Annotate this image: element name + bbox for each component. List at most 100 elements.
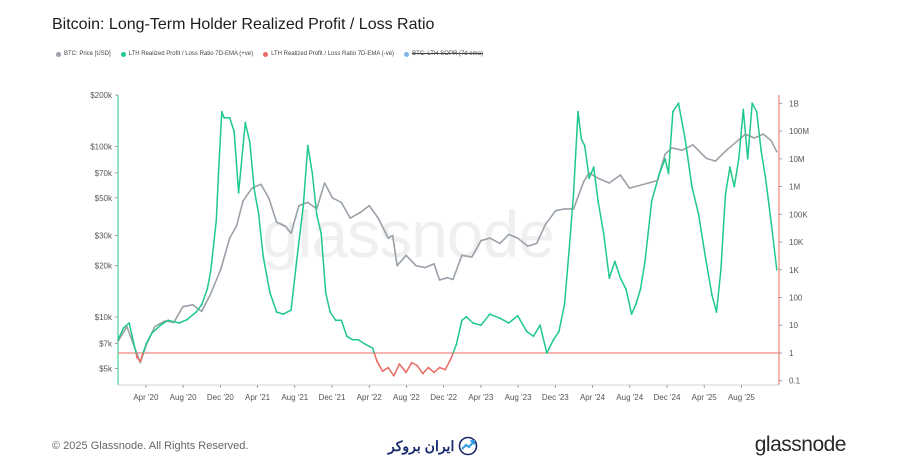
ratio-data-point [602,232,605,235]
price-data-point [692,144,694,146]
ratio-data-point [639,288,642,290]
ratio-data-point [729,166,731,169]
x-tick-label: Aug '25 [728,393,755,402]
price-data-point [359,211,362,214]
price-data-point [508,233,510,236]
legend-item-positive[interactable]: LTH Realized Profit / Loss Ratio 7D-EMA … [120,51,254,57]
x-tick-label: Apr '21 [245,393,271,402]
ratio-data-point [711,294,713,297]
ratio-data-point [583,144,586,147]
ratio-data-point [588,177,591,180]
x-tick-label: Apr '24 [580,393,606,402]
ratio-data-point [311,172,314,175]
ratio-data-point [306,144,309,147]
price-data-point [377,217,380,219]
ratio-data-point [282,313,285,316]
ratio-data-point [619,277,622,279]
ratio-data-point [209,270,212,272]
ratio-data-point [760,149,762,152]
price-data-point [396,264,398,267]
legend-item-sopr[interactable]: BTC: LTH-SOPR (7d ema) [404,51,483,57]
legend-dot-sopr [404,51,410,57]
ratio-data-point [195,311,198,313]
left-tick-label: $200k [90,91,113,100]
left-tick-label: $30k [95,232,113,241]
left-tick-label: $20k [95,262,113,271]
price-data-point [433,263,435,265]
price-data-point [656,179,659,182]
ratio-data-point [664,157,666,160]
ratio-data-point [228,117,231,119]
ratio-data-point [592,166,595,169]
legend-item-price[interactable]: BTC: Price [USD] [56,51,111,57]
ratio-data-point [262,255,265,258]
price-data-point [192,304,194,306]
x-tick-label: Dec '21 [319,393,346,402]
price-data-point [446,276,449,279]
ratio-data-point [320,232,323,235]
ratio-data-point [421,372,424,375]
ratio-data-point [150,332,153,335]
price-data-point [664,153,666,155]
right-tick-label: 1M [789,183,800,192]
price-data-point [480,239,482,242]
right-tick-label: 1K [789,266,799,275]
ratio-data-point [644,260,646,263]
x-tick-label: Apr '23 [468,393,494,402]
ratio-data-point [357,338,359,341]
ratio-data-point [499,317,501,320]
price-data-point [499,242,501,245]
ratio-data-point [257,213,260,216]
ratio-data-point [167,319,170,322]
ratio-data-point [139,360,142,363]
price-data-point [705,157,708,160]
x-tick-label: Dec '20 [207,393,234,402]
price-data-point [438,279,441,281]
ratio-data-point [275,311,278,313]
ratio-data-point [329,311,331,313]
ratio-data-point [572,191,575,194]
left-tick-label: $5k [99,364,113,373]
ratio-data-point [597,200,599,203]
price-data-point [235,225,238,228]
price-data-point [681,149,683,151]
price-data-point [368,204,371,207]
price-data-point [516,237,519,239]
ratio-data-point [410,361,413,364]
right-tick-label: 100 [789,293,803,302]
left-tick-label: $70k [95,169,113,178]
price-data-point [725,149,728,151]
ratio-data-point [658,172,661,175]
ratio-data-point [215,219,218,222]
price-data-point [117,340,119,343]
ratio-data-point [334,319,337,322]
x-tick-label: Aug '20 [170,393,197,402]
price-data-point [471,256,473,258]
ratio-data-point [516,314,519,317]
ratio-positive-segment [452,102,778,354]
price-data-point [182,305,184,308]
price-data-point [563,208,566,210]
price-data-point [554,209,557,212]
price-data-point [714,160,717,162]
ratio-data-point [340,319,343,322]
price-data-point [315,208,318,210]
price-data-point [290,232,292,234]
ratio-data-point [444,368,447,371]
ratio-data-point [650,200,653,203]
ratio-data-point [220,110,223,113]
ratio-data-point [223,117,226,119]
price-data-point [340,201,343,204]
right-tick-label: 100K [789,210,808,219]
ratio-data-point [416,364,419,367]
legend-label-positive: LTH Realized Profit / Loss Ratio 7D-EMA … [128,51,254,57]
ratio-data-point [122,327,125,329]
legend-item-negative[interactable]: LTH Realized Profit / Loss Ratio 7D-EMA … [263,51,394,57]
price-data-point [608,182,611,184]
ratio-data-point [672,110,674,113]
ratio-data-point [751,102,754,105]
x-tick-label: Dec '24 [654,393,681,402]
ratio-data-point [233,130,236,133]
price-data-point [139,362,142,364]
